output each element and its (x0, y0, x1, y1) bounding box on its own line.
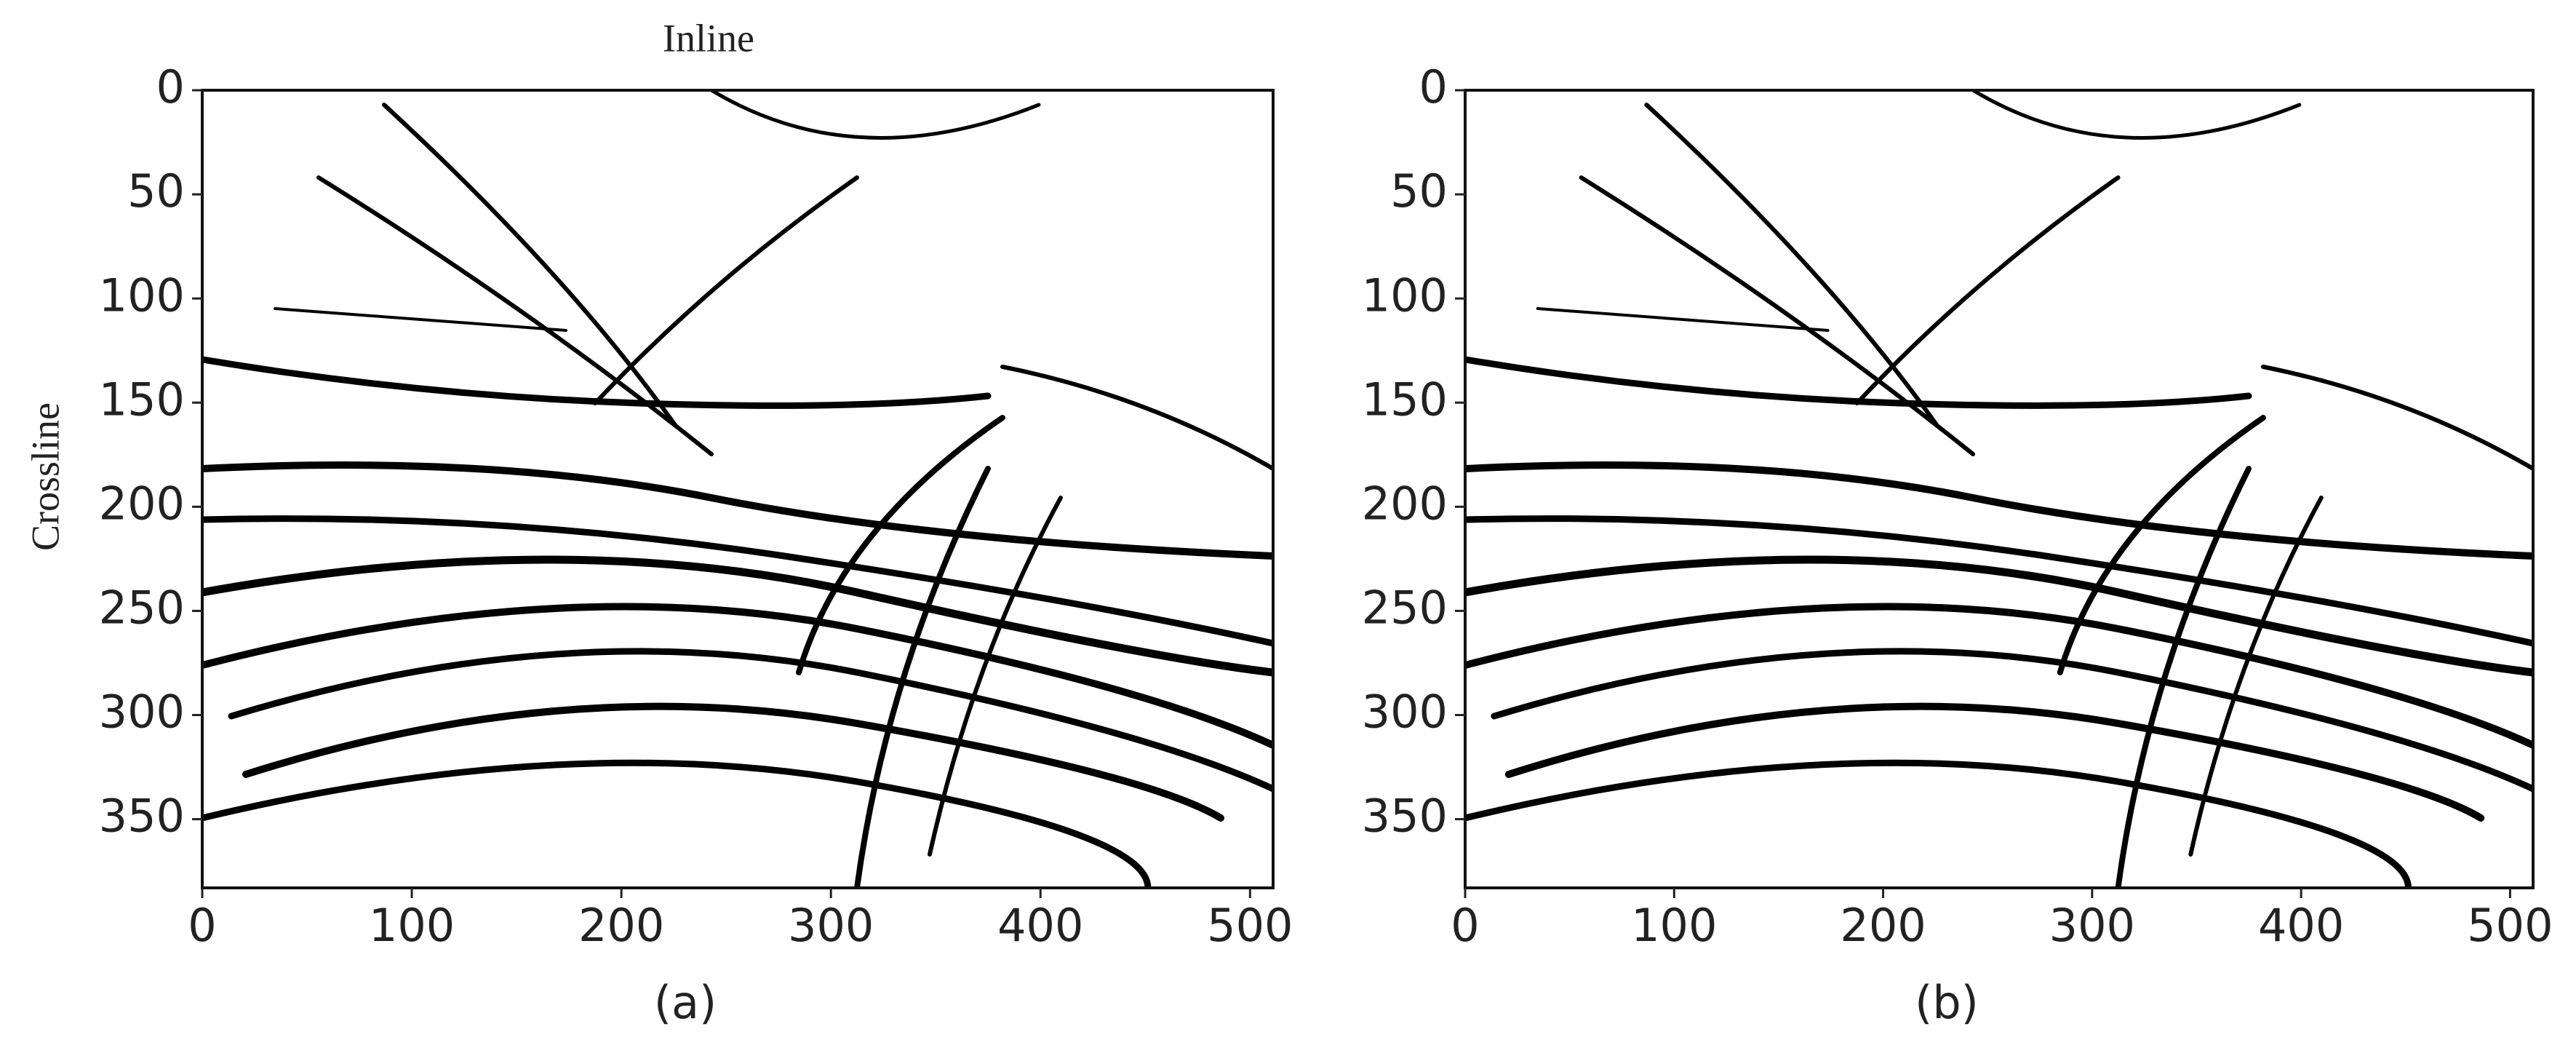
y-tick-label: 300 (99, 686, 185, 739)
y-tick-label: 200 (99, 477, 185, 530)
panel: 0 100 200 300 400 500 0 50 100 150 200 250 300 350 (b) (1362, 60, 2553, 1029)
image-background (202, 90, 1273, 888)
image-area (202, 90, 1273, 888)
panels: 0 100 200 300 400 500050100150200250300350Inl… (23, 16, 2553, 1029)
image-area (1465, 90, 2533, 888)
x-tick-label: 100 (369, 899, 455, 952)
x-tick-label: 400 (997, 899, 1083, 952)
x-tick-label: 0 (188, 899, 216, 952)
x-tick-label: 0 (1451, 899, 1479, 952)
x-axis-label: (a) (654, 976, 717, 1029)
plot-frame (1464, 89, 2535, 889)
x-tick-label: 400 (2258, 899, 2344, 952)
y-tick-label: 250 (1362, 581, 1448, 634)
y-tick-label: 300 (1362, 686, 1448, 739)
x-tick-label: 300 (788, 899, 874, 952)
plot-frame (201, 89, 1275, 889)
y-tick-label: 250 (99, 581, 185, 634)
y-tick-label: 200 (1362, 477, 1448, 530)
y-tick-label: 100 (1362, 269, 1448, 322)
x-tick-label: 100 (1631, 899, 1717, 952)
chart-title: Inline (663, 16, 754, 60)
x-tick-label: 200 (1840, 899, 1926, 952)
x-tick-label: 500 (1207, 899, 1293, 952)
y-tick-label: 350 (99, 790, 185, 843)
y-tick-label: 350 (1362, 790, 1448, 843)
image-background (1465, 90, 2533, 888)
y-tick-label: 0 (156, 60, 185, 114)
y-tick-label: 0 (1419, 60, 1448, 114)
y-tick-label: 100 (99, 269, 185, 322)
x-axis-label: (b) (1915, 976, 1979, 1029)
x-tick-label: 200 (578, 899, 664, 952)
y-tick-label: 150 (1362, 373, 1448, 426)
y-tick-label: 150 (99, 373, 185, 426)
x-tick-label: 500 (2467, 899, 2553, 952)
panel: 0 100 200 300 400 500 0 50 100 150 200 250 300 350 Inl… (23, 16, 1293, 1029)
y-axis-label: Crossline (23, 402, 67, 551)
y-tick-label: 50 (127, 164, 185, 218)
y-tick-label: 50 (1390, 164, 1448, 218)
x-tick-label: 300 (2049, 899, 2135, 952)
